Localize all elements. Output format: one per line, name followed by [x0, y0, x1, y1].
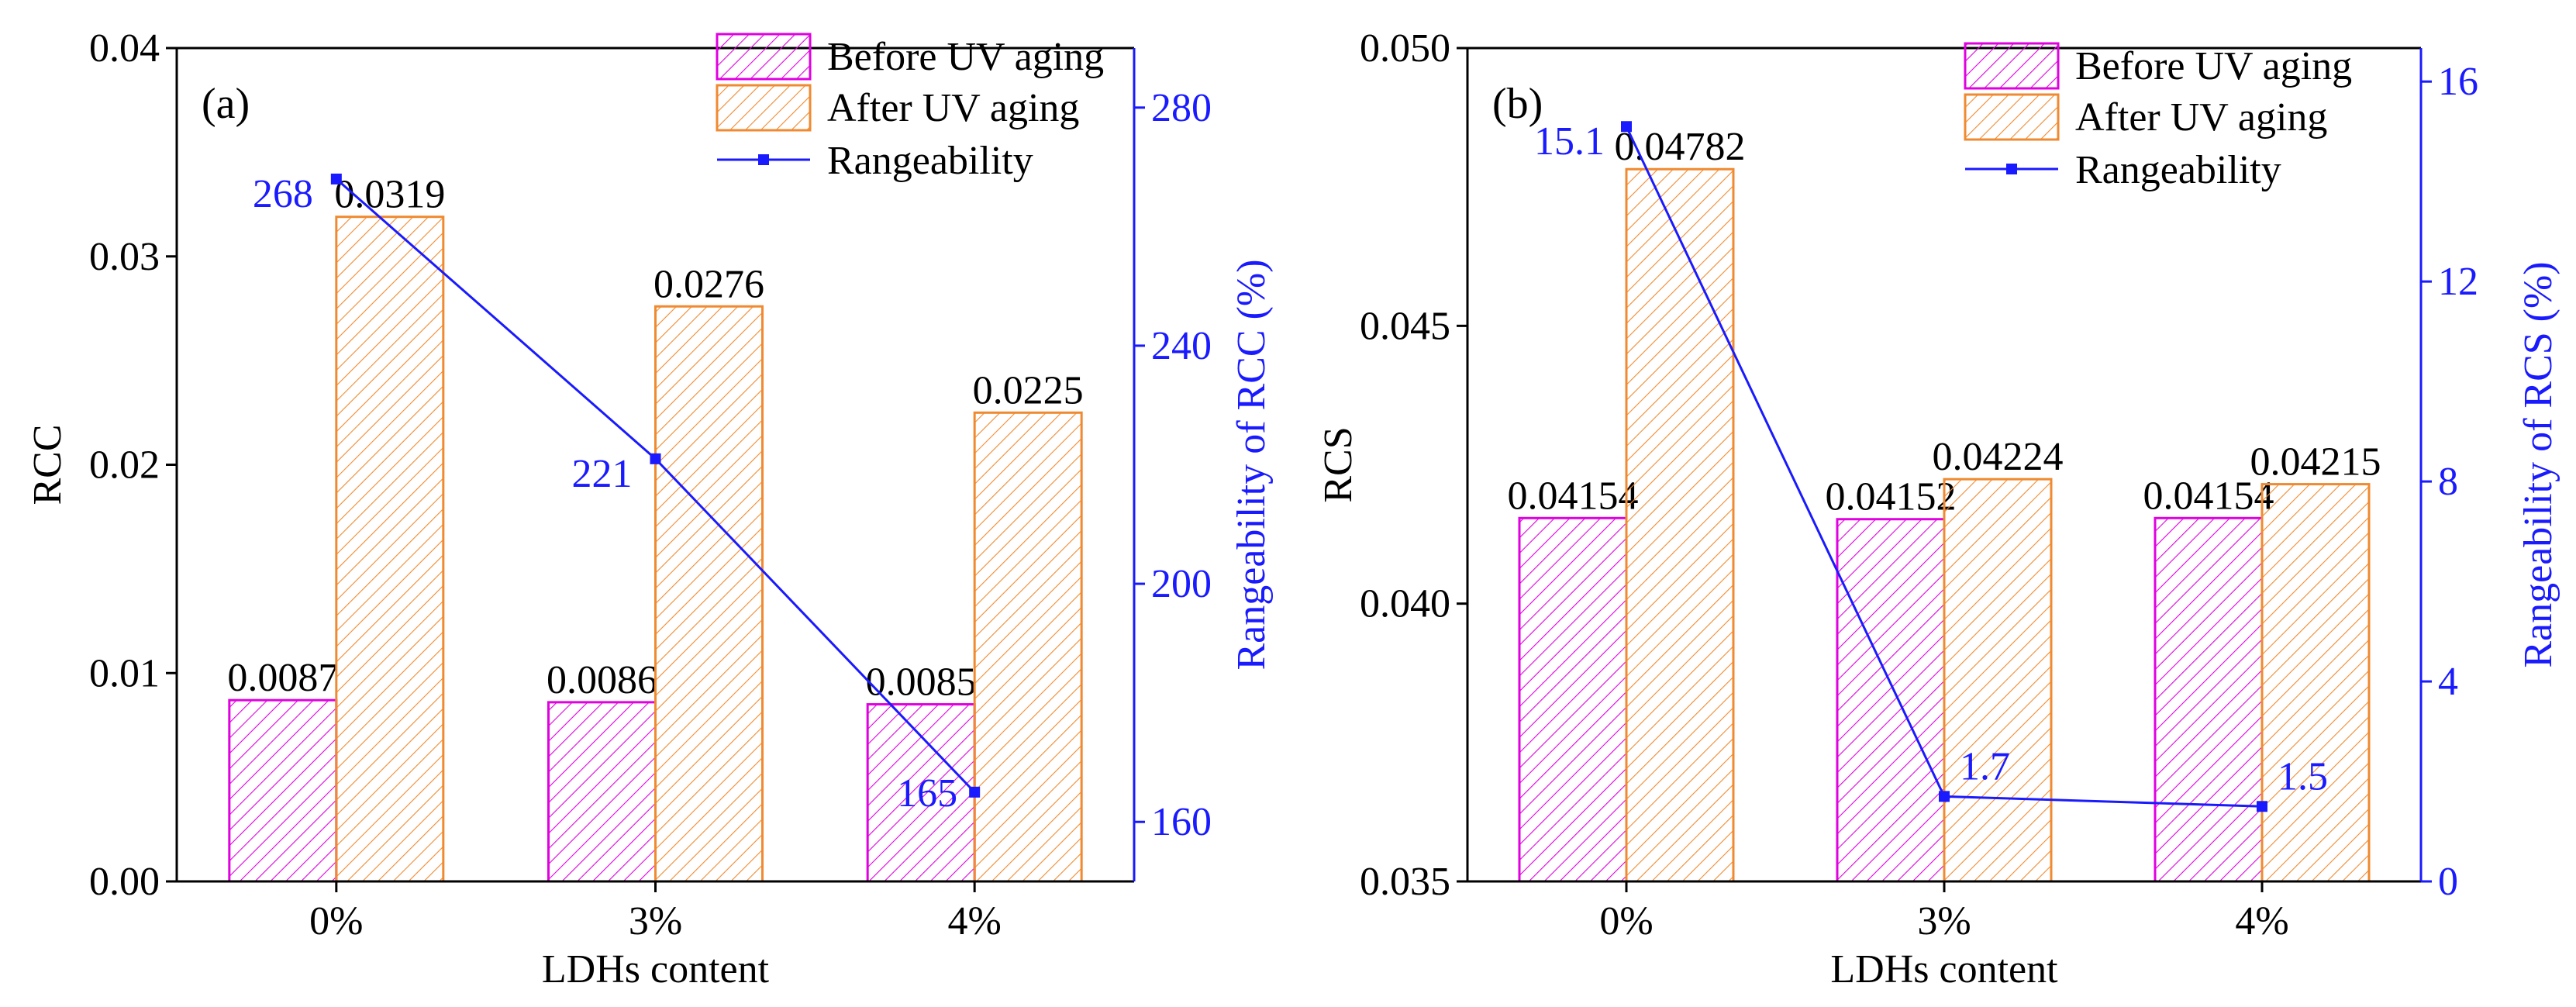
panel-b-rangeability-label: 1.5 [2278, 754, 2328, 798]
panel-b-rangeability-point [1939, 791, 1950, 802]
panel-a-legend-label-rangeability: Rangeability [827, 139, 1033, 183]
panel-a-xtick-label: 4% [948, 899, 1002, 943]
panel-b-xtick-label: 4% [2235, 899, 2288, 943]
panel-b-rangeability-label: 1.7 [1960, 744, 2010, 788]
panel-b-xlabel: LDHs content [1830, 947, 2058, 991]
panel-a-ylabel: RCC [26, 424, 70, 505]
panel-a-rangeability-point [650, 453, 661, 464]
panel-b-bar-label-after-uv-0: 0.04782 [1615, 125, 1746, 169]
panel-a-bar-label-after-uv-0: 0.0319 [334, 173, 445, 217]
panel-a-y2label: Rangeability of RCC (%) [1229, 259, 1274, 670]
panel-b-rangeability-point [2257, 801, 2267, 812]
panel-a-y2tick-label: 200 [1151, 562, 1212, 606]
panel-a-xtick-label: 3% [629, 899, 682, 943]
panel-b-legend-label-rangeability: Rangeability [2075, 148, 2281, 192]
panel-a-label: (a) [202, 80, 250, 128]
panel-b-bar-before-uv-3pct [1836, 518, 1946, 883]
panel-b-ylabel: RCS [1316, 426, 1360, 502]
panel-b-bar-before-uv-0pct [1518, 516, 1628, 883]
panel-a-bar-before-uv-3pct [547, 701, 657, 883]
panel-b-legend-marker-rangeability [2006, 164, 2017, 174]
panel-b-ytick-label: 0.050 [1360, 26, 1450, 71]
panel-b-bar-label-before-uv-2: 0.04154 [2143, 474, 2274, 518]
panel-a-rangeability-label: 165 [897, 771, 957, 816]
panel-b-rangeability-point [1621, 121, 1632, 133]
panel-b-xtick-label: 0% [1599, 899, 1653, 943]
panel-b-y2tick-label: 12 [2438, 260, 2478, 304]
panel-a-legend-marker-rangeability [758, 154, 769, 165]
panel-b-y2tick-label: 0 [2438, 860, 2458, 904]
panel-a-bar-label-before-uv-0: 0.0087 [227, 656, 338, 700]
panel-a-bar-after-uv-3pct [654, 305, 764, 883]
panel-b-bar-after-uv-4pct [2260, 483, 2371, 883]
panel-b-legend-label-after-uv: After UV aging [2075, 95, 2327, 140]
panel-a-xlabel: LDHs content [542, 947, 770, 991]
panel-b-legend-swatch-after-uv [1964, 93, 2060, 141]
panel-a-y2tick-label: 160 [1151, 800, 1212, 844]
panel-a-rangeability-point [330, 173, 342, 185]
panel-b-y2label: Rangeability of RCS (%) [2516, 261, 2560, 667]
panel-a-y2tick-label: 240 [1151, 324, 1212, 368]
panel-b-bar-label-before-uv-0: 0.04154 [1508, 474, 1639, 518]
panel-a-ytick-label: 0.01 [89, 651, 160, 695]
panel-b-bar-after-uv-0pct [1625, 167, 1735, 883]
panel-b-xtick-label: 3% [1917, 899, 1971, 943]
panel-a-bar-label-before-uv-1: 0.0086 [547, 658, 657, 702]
panel-a-bar-before-uv-4pct [866, 703, 976, 883]
panel-a-legend-swatch-before-uv [716, 33, 812, 81]
panel-a-rangeability-label: 221 [572, 452, 633, 496]
panel-b-ytick-label: 0.035 [1360, 860, 1450, 904]
panel-b-bar-label-after-uv-1: 0.04224 [1933, 435, 2064, 479]
panel-b-ytick-label: 0.045 [1360, 304, 1450, 348]
panel-a-ytick-label: 0.02 [89, 443, 160, 488]
panel-a-y2tick-label: 280 [1151, 86, 1212, 130]
panel-a-legend-label-before-uv: Before UV aging [827, 35, 1104, 79]
panel-b-bar-label-after-uv-2: 0.04215 [2250, 440, 2381, 485]
panel-a-bar-label-after-uv-1: 0.0276 [653, 262, 764, 306]
panel-b-legend-swatch-before-uv [1964, 42, 2060, 90]
panel-a-ytick-label: 0.00 [89, 860, 160, 904]
panel-a-bar-after-uv-4pct [973, 411, 1083, 883]
panel-a-legend-swatch-after-uv [716, 84, 812, 132]
panel-a-ytick-label: 0.03 [89, 235, 160, 279]
panel-a-bar-after-uv-0pct [335, 216, 445, 883]
panel-b-label: (b) [1492, 80, 1543, 128]
panel-b-bar-label-before-uv-1: 0.04152 [1826, 475, 1957, 519]
panel-b-legend-label-before-uv: Before UV aging [2075, 44, 2352, 88]
panel-a-xtick-label: 0% [309, 899, 363, 943]
panel-a-rangeability-label: 268 [253, 172, 313, 216]
panel-b-bar-before-uv-4pct [2154, 516, 2264, 883]
panel-a-ytick-label: 0.04 [89, 26, 160, 71]
panel-a-bar-label-before-uv-2: 0.0085 [866, 660, 977, 705]
panel-a-legend-label-after-uv: After UV aging [827, 86, 1079, 130]
panel-b-rangeability-label: 15.1 [1534, 119, 1605, 164]
panel-a-rangeability-point [969, 786, 981, 798]
panel-b-y2tick-label: 16 [2438, 60, 2478, 104]
panel-b-bar-after-uv-3pct [1943, 478, 2053, 883]
panel-b-y2tick-label: 8 [2438, 460, 2458, 504]
panel-a-bar-before-uv-0pct [228, 698, 338, 883]
panel-b-ytick-label: 0.040 [1360, 582, 1450, 626]
panel-a-bar-label-after-uv-2: 0.0225 [973, 368, 1084, 412]
panel-b-y2tick-label: 4 [2438, 660, 2458, 704]
